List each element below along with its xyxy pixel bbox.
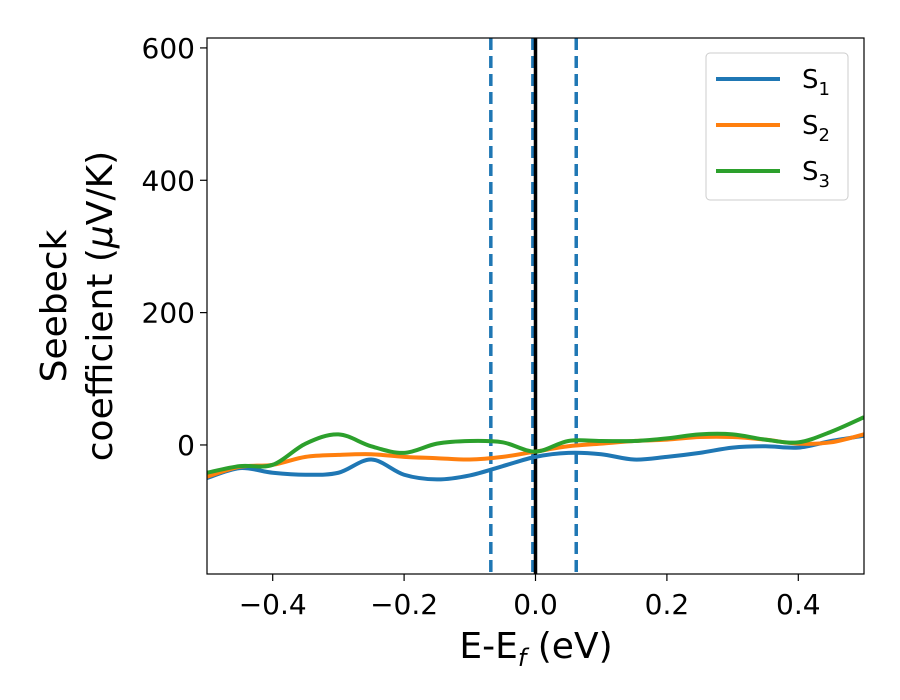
x-axis-ticks: −0.4 −0.2 0.0 0.2 0.4 (239, 574, 821, 621)
series-lines (207, 415, 864, 482)
y-axis-ticks: 0 200 400 600 (142, 32, 207, 462)
x-axis-label: E-Ef (eV) (459, 626, 612, 672)
series-line-s1 (207, 433, 864, 482)
legend-label-s1: S1 (802, 65, 830, 100)
y-tick-label: 400 (142, 164, 195, 197)
y-axis-label-line2: coefficient (μV/K) (80, 151, 121, 461)
legend-label-s2: S2 (802, 111, 830, 146)
x-tick-label: 0.0 (513, 588, 558, 621)
y-axis-label: Seebeck coefficient (μV/K) (34, 151, 121, 461)
x-tick-label: 0.2 (645, 588, 690, 621)
y-tick-label: 200 (142, 297, 195, 330)
y-tick-label: 0 (177, 429, 195, 462)
y-axis-label-line1: Seebeck (34, 229, 75, 382)
series-line-s3 (207, 415, 864, 475)
x-tick-label: 0.4 (776, 588, 821, 621)
vertical-reference-lines (489, 38, 578, 574)
legend: S1 S2 S3 (705, 52, 849, 201)
y-tick-label: 600 (142, 32, 195, 65)
x-tick-label: −0.2 (370, 588, 438, 621)
legend-label-s3: S3 (802, 157, 830, 192)
x-tick-label: −0.4 (239, 588, 307, 621)
